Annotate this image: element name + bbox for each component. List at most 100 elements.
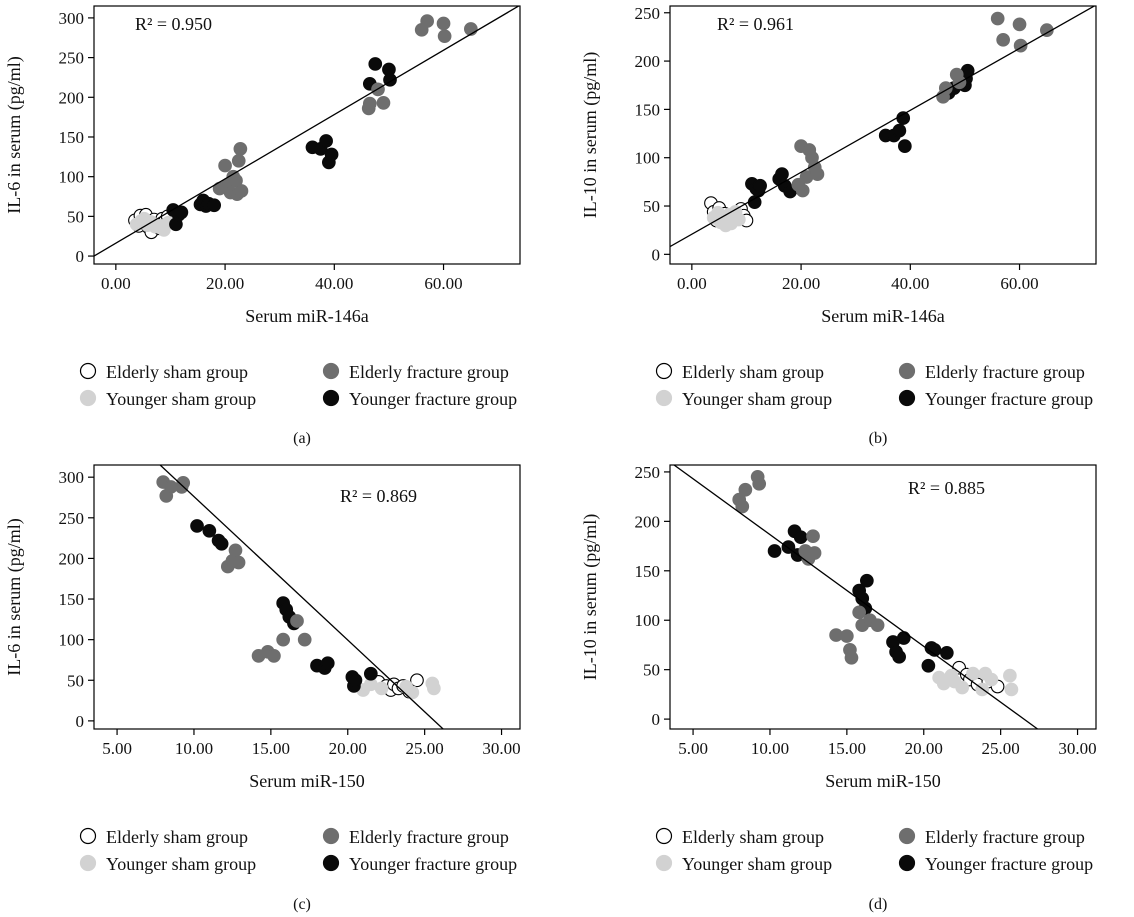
- data-point-elderly-fracture: [1012, 17, 1027, 32]
- data-point-younger-fracture: [860, 573, 874, 588]
- legend-marker-younger-sham: [655, 854, 673, 872]
- x-axis-label: Serum miR-146a: [245, 306, 369, 326]
- points: [704, 11, 1054, 233]
- data-point-elderly-fracture: [996, 32, 1011, 47]
- data-point-younger-fracture: [747, 195, 762, 210]
- x-tick-label: 40.00: [891, 274, 929, 293]
- y-tick-label: 200: [59, 88, 85, 107]
- data-point-younger-fracture: [363, 666, 378, 681]
- y-tick-label: 0: [652, 245, 661, 264]
- x-tick-label: 20.00: [905, 739, 943, 758]
- legend-label-younger-sham: Younger sham group: [682, 854, 832, 874]
- legend-label-younger-sham: Younger sham group: [106, 854, 256, 874]
- x-tick-label: 20.00: [782, 274, 820, 293]
- r-squared-annotation: R² = 0.885: [908, 478, 985, 498]
- x-tick-label: 20.00: [206, 274, 244, 293]
- x-tick-label: 5.00: [102, 739, 132, 758]
- data-point-younger-fracture: [174, 205, 189, 220]
- data-point-elderly-fracture: [840, 629, 854, 643]
- r-squared-annotation: R² = 0.950: [135, 14, 212, 34]
- panel-d: 5.00 10.00 15.00 20.00 25.00 30.00 0 50 100 150 20…: [580, 463, 1097, 913]
- panel-label: (d): [869, 896, 888, 913]
- data-point-elderly-fracture: [795, 183, 810, 198]
- x-tick-label: 15.00: [828, 739, 866, 758]
- x-tick-label: 20.00: [329, 739, 367, 758]
- y-tick-label: 100: [59, 631, 85, 650]
- data-point-younger-sham: [955, 680, 970, 695]
- data-point-elderly-fracture: [231, 153, 246, 168]
- panel-label: (a): [293, 430, 311, 447]
- y-tick-label: 150: [635, 100, 661, 119]
- data-point-younger-fracture: [207, 198, 222, 213]
- y-axis-label: IL-6 in serum (pg/ml): [4, 56, 25, 213]
- legend: Elderly sham group Elderly fracture group…: [79, 827, 517, 874]
- data-point-younger-fracture: [896, 631, 911, 645]
- y-axis-label: IL-10 in serum (pg/ml): [580, 514, 601, 680]
- data-point-younger-fracture: [324, 147, 339, 162]
- legend-label-elderly-fracture: Elderly fracture group: [925, 362, 1085, 382]
- legend-marker-elderly-sham: [655, 362, 673, 380]
- data-point-elderly-fracture: [870, 618, 885, 633]
- data-point-younger-fracture: [767, 544, 782, 558]
- y-tick-label: 150: [59, 128, 85, 147]
- regression-line: [672, 465, 1038, 729]
- y-tick-label: 150: [635, 562, 661, 581]
- x-tick-label: 25.00: [982, 739, 1020, 758]
- data-point-elderly-fracture: [436, 16, 451, 31]
- y-tick-label: 100: [59, 168, 85, 187]
- legend-label-younger-fracture: Younger fracture group: [925, 854, 1093, 874]
- data-point-younger-sham: [374, 681, 389, 696]
- y-tick-label: 300: [59, 9, 85, 28]
- data-point-elderly-fracture: [218, 158, 232, 173]
- x-tick-label: 40.00: [315, 274, 353, 293]
- x-axis-label: Serum miR-150: [249, 771, 365, 791]
- x-tick-label: 10.00: [175, 739, 213, 758]
- r-squared-annotation: R² = 0.869: [340, 486, 417, 506]
- panel-c: 5.00 10.00 15.00 20.00 25.00 30.00 0 50 100 150 20…: [4, 464, 521, 913]
- data-point-elderly-fracture: [234, 184, 249, 198]
- y-tick-label: 50: [67, 671, 84, 690]
- data-point-younger-fracture: [892, 123, 907, 138]
- legend-label-younger-fracture: Younger fracture group: [349, 854, 517, 874]
- legend-marker-younger-fracture: [898, 389, 916, 407]
- points: [732, 470, 1019, 697]
- y-tick-label: 200: [635, 512, 661, 531]
- legend-marker-elderly-sham: [79, 362, 97, 380]
- legend-label-elderly-fracture: Elderly fracture group: [349, 362, 509, 382]
- legend-label-elderly-fracture: Elderly fracture group: [349, 827, 509, 847]
- regression-line: [670, 6, 1096, 248]
- x-tick-label: 10.00: [751, 739, 789, 758]
- panel-b: 0.00 20.00 40.00 60.00 0 50 100 150 200 250 Serum …: [580, 4, 1097, 447]
- data-point-younger-sham: [405, 685, 420, 700]
- data-point-elderly-fracture: [1013, 38, 1028, 53]
- legend: Elderly sham group Elderly fracture group…: [79, 362, 517, 409]
- data-point-elderly-fracture: [362, 96, 377, 111]
- data-point-younger-sham: [966, 666, 980, 681]
- legend-label-elderly-sham: Elderly sham group: [682, 827, 824, 847]
- data-point-elderly-fracture: [231, 555, 246, 570]
- legend: Elderly sham group Elderly fracture group…: [655, 362, 1093, 409]
- y-tick-label: 0: [652, 710, 661, 729]
- x-tick-label: 15.00: [252, 739, 290, 758]
- data-point-younger-fracture: [190, 519, 204, 533]
- legend-label-younger-fracture: Younger fracture group: [925, 389, 1093, 409]
- data-point-elderly-fracture: [752, 476, 767, 491]
- x-tick-label: 5.00: [678, 739, 708, 758]
- regression-line: [159, 465, 444, 729]
- y-tick-label: 200: [635, 52, 661, 71]
- data-point-younger-fracture: [897, 139, 912, 153]
- data-point-younger-fracture: [214, 536, 229, 551]
- plot-frame: [669, 5, 1097, 265]
- plot-frame: [93, 464, 521, 730]
- data-point-younger-fracture: [753, 178, 767, 193]
- data-point-elderly-fracture: [1039, 23, 1054, 38]
- data-point-elderly-fracture: [852, 605, 867, 620]
- data-point-younger-fracture: [368, 57, 383, 71]
- data-point-elderly-fracture: [233, 142, 248, 156]
- legend: Elderly sham group Elderly fracture group…: [655, 827, 1093, 874]
- x-tick-label: 30.00: [1058, 739, 1096, 758]
- x-tick-label: 0.00: [677, 274, 707, 293]
- x-axis-label: Serum miR-146a: [821, 306, 945, 326]
- legend-marker-elderly-fracture: [322, 362, 340, 380]
- data-point-younger-fracture: [921, 658, 936, 673]
